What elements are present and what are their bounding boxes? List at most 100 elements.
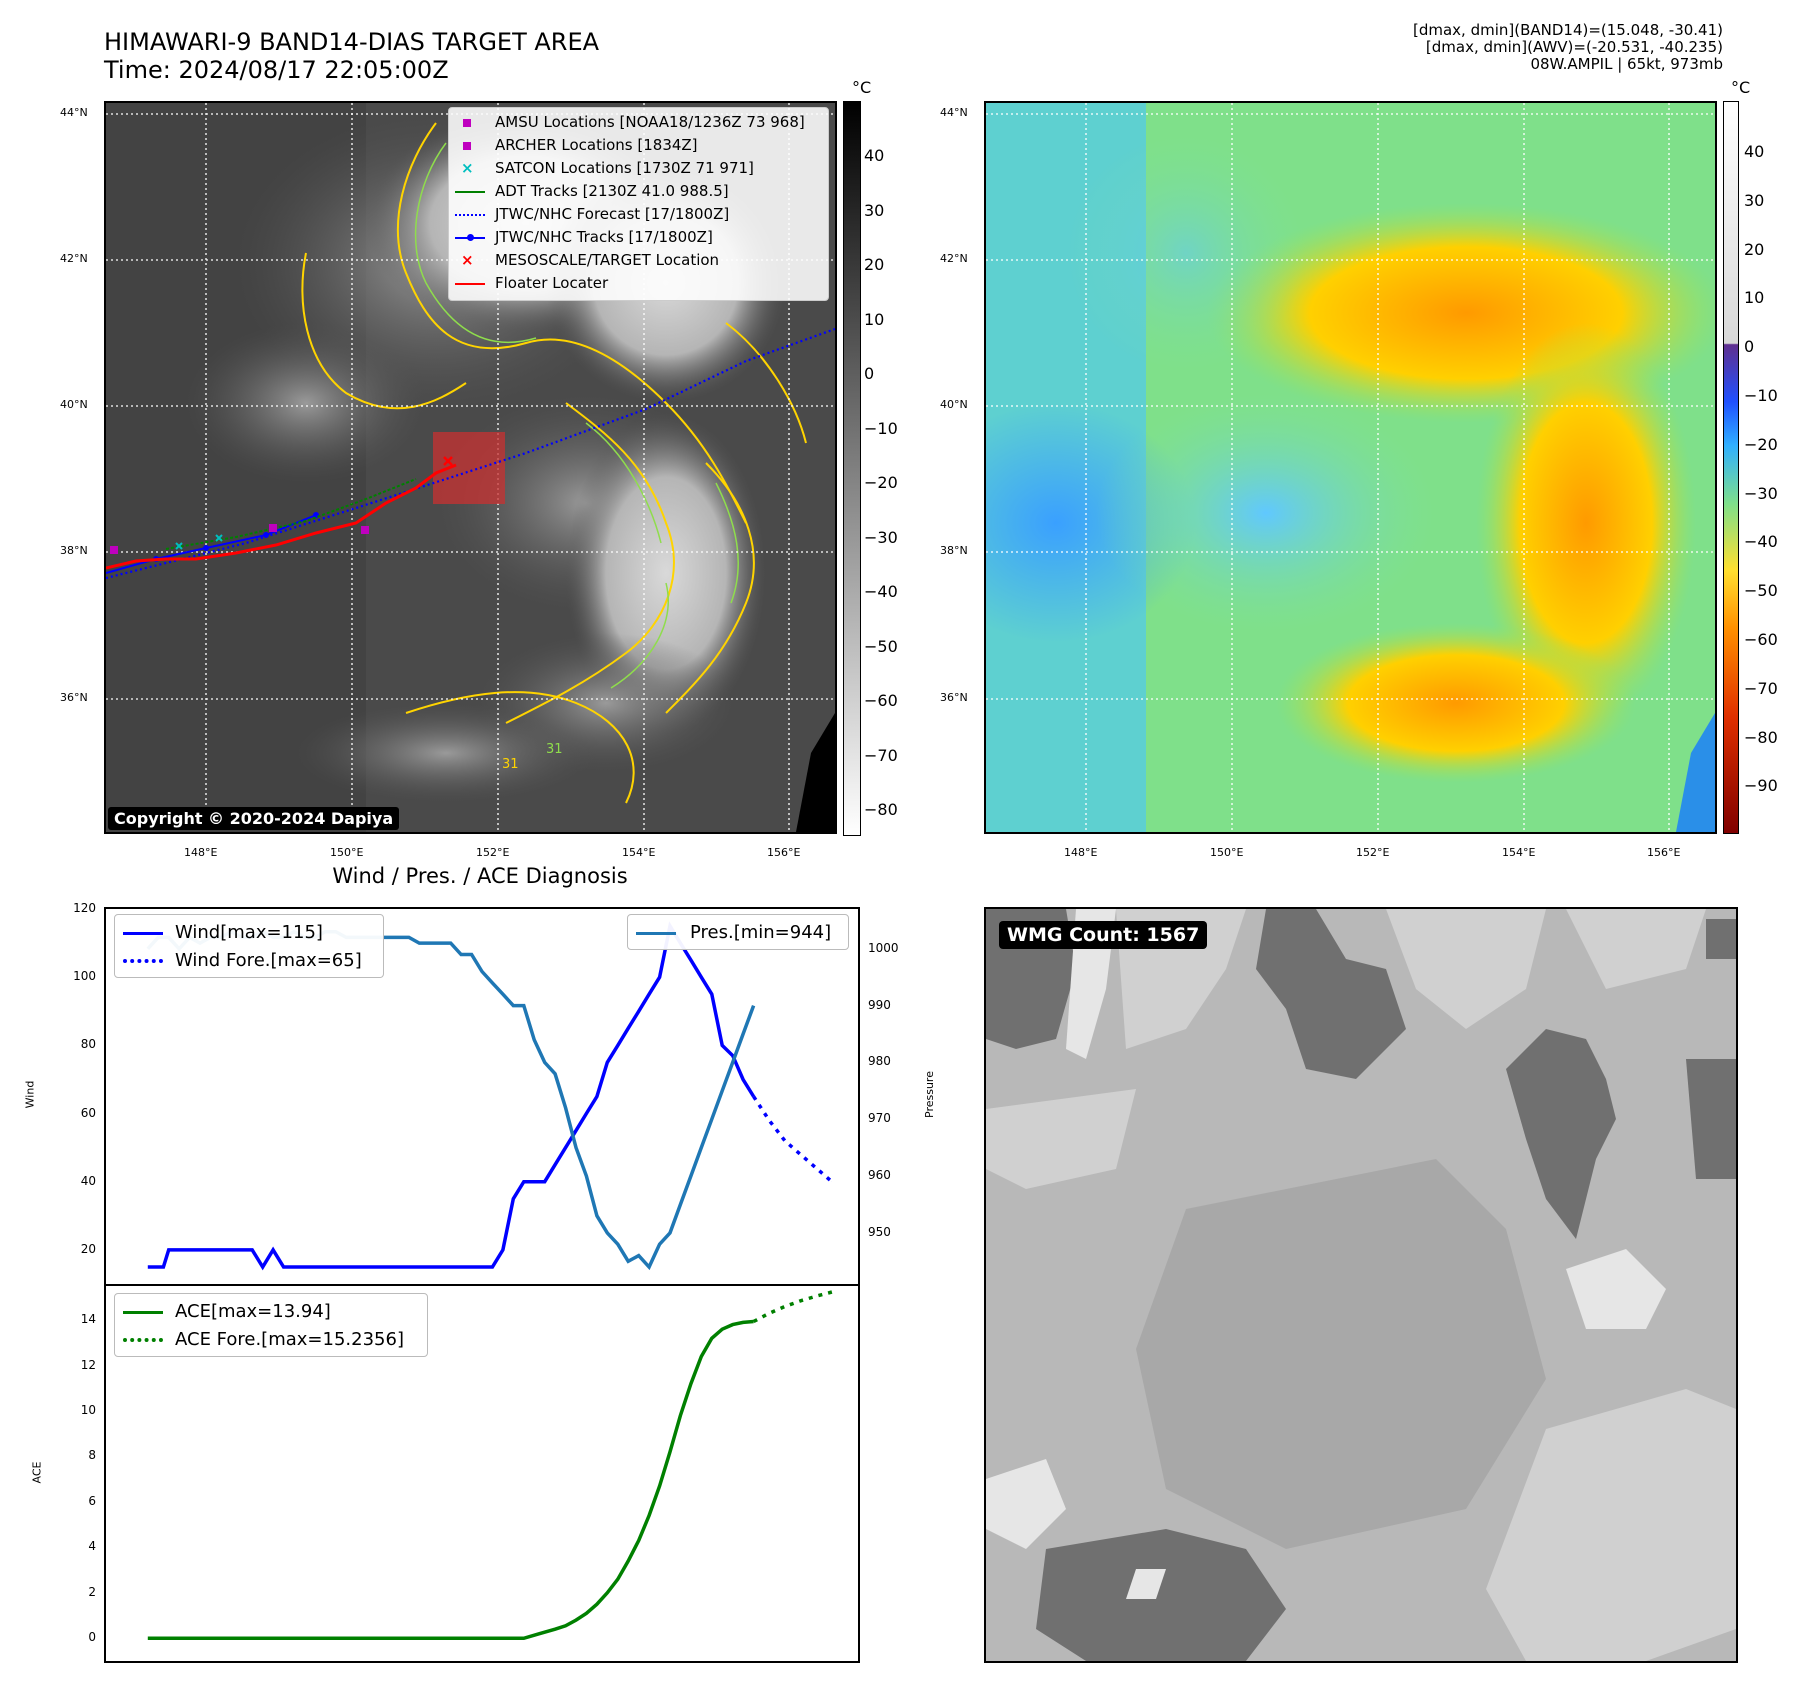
diagnosis-title: Wind / Pres. / ACE Diagnosis [332,864,628,888]
ace-tick-label: 6 [88,1493,96,1508]
wind-tick-label: 120 [73,901,96,915]
awv-colorbar-tick-label: −80 [1744,727,1778,747]
dotted-line-icon [123,1338,163,1342]
target-area-box [433,432,505,504]
floater-locater-line [106,463,457,570]
wind-forecast-line [752,1095,834,1184]
lon-label: 150°E [330,846,364,859]
ir-colorbar-tick-label: 10 [864,309,885,329]
line-icon [455,283,485,285]
lon-label: 154°E [1502,846,1536,859]
ir-colorbar-tick-label: −30 [864,527,898,547]
legend-label: JTWC/NHC Tracks [17/1800Z] [495,228,713,246]
lat-label: 36°N [940,691,968,704]
line-icon [123,932,163,935]
dotted-line-icon [123,959,163,963]
jtwc-forecast-line [106,327,835,580]
chart-title: HIMAWARI-9 BAND14-DIAS TARGET AREA [104,28,600,56]
mesoscale-target-marker [443,456,453,466]
square-icon [463,119,471,127]
archer-marker [361,526,369,534]
legend-ace: ACE[max=13.94] [115,1298,427,1326]
awv-colorbar-tick-label: −30 [1744,483,1778,503]
pressure-tick-label: 980 [868,1054,891,1069]
awv-colorbar-tick-label: 40 [1744,142,1765,161]
lat-label: 40°N [60,398,88,411]
awv-colorbar-tick-label: 10 [1744,288,1765,308]
awv-map-image [986,103,1715,832]
awv-colorbar-tick-label: −40 [1744,532,1778,552]
ir-colorbar-tick-label: −40 [864,582,898,601]
awv-map-panel [984,101,1717,834]
legend-label: MESOSCALE/TARGET Location [495,251,720,269]
lat-label: 44°N [60,106,88,119]
lat-label: 44°N [940,106,968,119]
awv-colorbar-tick-label: −50 [1744,581,1778,601]
wmg-image [986,909,1736,1661]
copyright-badge: Copyright © 2020-2024 Dapiya [108,807,400,830]
lon-label: 156°E [767,846,801,859]
info-band14: [dmax, dmin](BAND14)=(15.048, -30.41) [1412,21,1723,39]
line-icon [123,1311,163,1314]
ace-tick-label: 14 [80,1312,96,1327]
satcon-markers [175,534,223,550]
legend-label: Floater Locater [495,274,609,292]
info-block: [dmax, dmin](BAND14)=(15.048, -30.41) [d… [1413,22,1723,73]
awv-colorbar-tick-label: 0 [1744,337,1755,357]
x-icon: × [461,159,474,177]
info-awv: [dmax, dmin](AWV)=(-20.531, -40.235) [1425,38,1723,56]
ir-colorbar-tick-label: 30 [864,200,885,220]
contour-label: 31 [546,742,563,757]
ir-colorbar-tick-label: 20 [864,255,885,274]
awv-colorbar-tick-label: −90 [1744,776,1778,796]
wind-axis-label: Wind [23,1080,37,1109]
ir-colorbar-tick-label: 0 [864,364,875,383]
ir-colorbar-tick-label: −70 [864,745,898,765]
map-legend: AMSU Locations [NOAA18/1236Z 73 968] ARC… [448,107,829,301]
legend-archer: ARCHER Locations [1834Z] [449,134,828,157]
legend-mesoscale: × MESOSCALE/TARGET Location [449,249,828,272]
info-storm: 08W.AMPIL | 65kt, 973mb [1530,55,1723,73]
ace-plot [147,1290,833,1641]
ace-tick-label: 4 [88,1539,96,1554]
legend-label: ACE Fore.[max=15.2356] [175,1329,404,1350]
adt-track-line [165,478,417,550]
wind-tick-label: 20 [80,1241,96,1256]
legend-label: ARCHER Locations [1834Z] [495,136,698,154]
ace-tick-label: 8 [88,1448,96,1463]
legend-adt: ADT Tracks [2130Z 41.0 988.5] [449,180,828,203]
pressure-tick-label: 990 [868,997,891,1012]
chart-time: Time: 2024/08/17 22:05:00Z [104,56,449,84]
wind-tick-label: 60 [80,1105,96,1120]
lat-label: 42°N [60,252,88,265]
legend-floater: Floater Locater [449,272,828,295]
legend-jtwc-forecast: JTWC/NHC Forecast [17/1800Z] [449,203,828,226]
pressure-legend: Pres.[min=944] [627,914,849,950]
ir-colorbar-tick-label: −80 [864,800,898,819]
wind-tick-label: 80 [80,1037,96,1052]
lon-label: 156°E [1647,846,1681,859]
x-icon: × [461,251,474,269]
wind-tick-label: 100 [73,969,96,984]
legend-label: ADT Tracks [2130Z 41.0 988.5] [495,182,729,200]
amsu-marker [110,546,118,554]
legend-wind-fore: Wind Fore.[max=65] [115,947,383,975]
lon-label: 152°E [1356,846,1390,859]
legend-label: ACE[max=13.94] [175,1301,331,1322]
awv-colorbar-tick-label: 30 [1744,190,1765,210]
ace-tick-label: 10 [80,1403,96,1417]
ace-tick-label: 2 [88,1584,96,1599]
lat-label: 38°N [60,544,88,557]
legend-ace-fore: ACE Fore.[max=15.2356] [115,1326,427,1354]
ace-forecast-line [752,1290,833,1324]
pressure-tick-label: 960 [868,1168,891,1183]
lon-label: 152°E [476,846,510,859]
ace-panel [104,1284,860,1663]
amsu-marker [269,524,277,532]
legend-label: SATCON Locations [1730Z 71 971] [495,159,754,177]
lat-label: 42°N [940,252,968,265]
lon-label: 150°E [1210,846,1244,859]
wmg-count-badge: WMG Count: 1567 [999,921,1208,949]
legend-label: Wind Fore.[max=65] [175,950,362,971]
legend-jtwc-tracks: JTWC/NHC Tracks [17/1800Z] [449,226,828,249]
